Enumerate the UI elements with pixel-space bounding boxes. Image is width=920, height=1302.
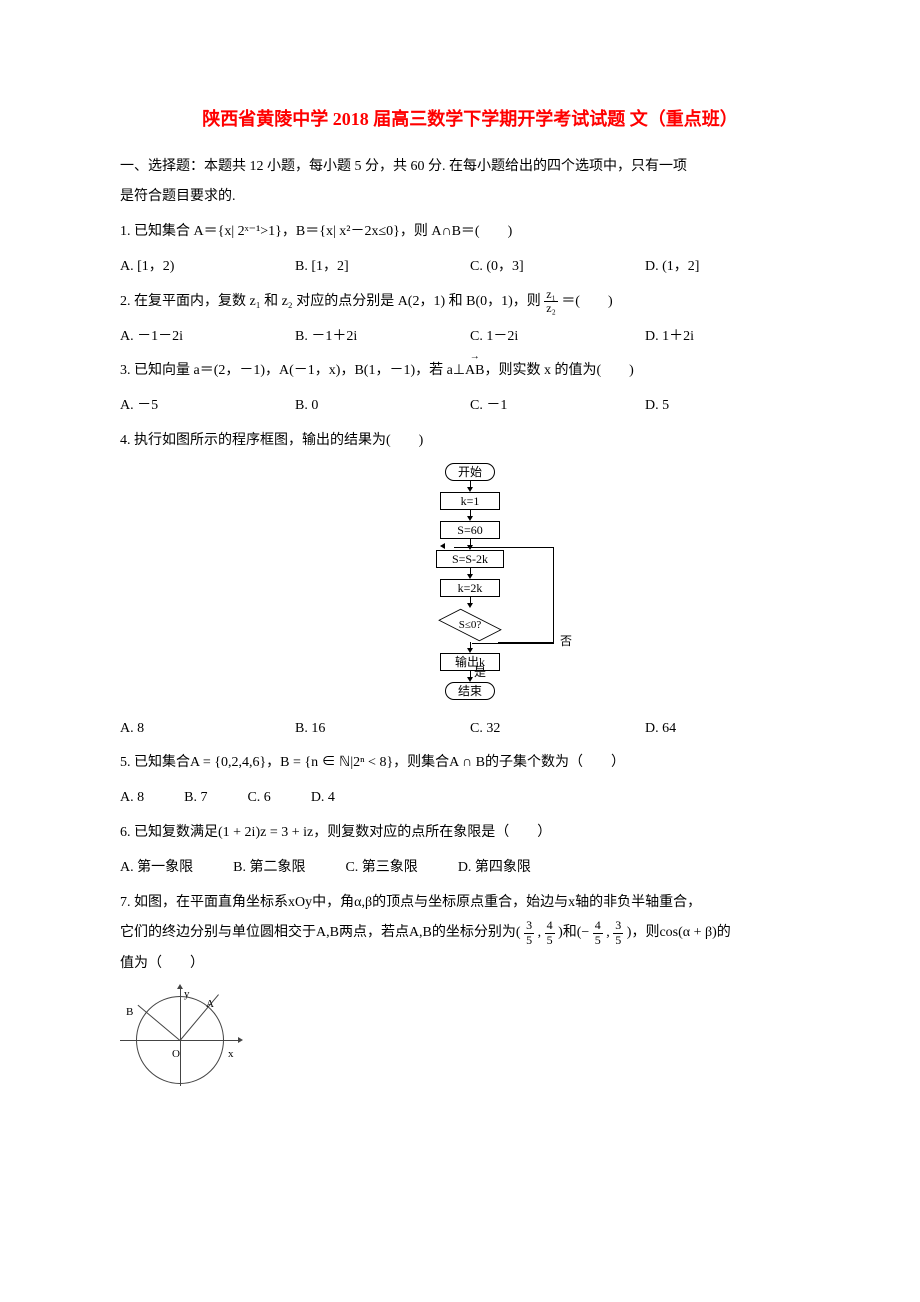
q3-post: ，则实数 x 的值为( ) xyxy=(485,363,634,378)
fig-label-x: x xyxy=(228,1042,234,1066)
q6-opt-b: B. 第二象限 xyxy=(233,853,305,884)
q7-frac1: 35 xyxy=(524,919,534,946)
q7-f1n: 3 xyxy=(524,919,534,933)
q7-line2: 它们的终边分别与单位圆相交于A,B两点，若点A,B的坐标分别为( 35 , 45… xyxy=(120,918,820,949)
flow-condition: S≤0? xyxy=(438,608,502,642)
q6-opt-d: D. 第四象限 xyxy=(458,853,531,884)
q7-f2n: 4 xyxy=(545,919,555,933)
section-instructions: 一、选择题：本题共 12 小题，每小题 5 分，共 60 分. 在每小题给出的四… xyxy=(120,152,820,214)
q7-line1: 7. 如图，在平面直角坐标系xOy中，角α,β的顶点与坐标原点重合，始边与x轴的… xyxy=(120,888,820,919)
question-2: 2. 在复平面内，复数 z₁ 和 z₂ 对应的点分别是 A(2，1) 和 B(0… xyxy=(120,287,820,318)
q7-line3: 值为（ ） xyxy=(120,949,820,980)
q6-opt-c: C. 第三象限 xyxy=(345,853,417,884)
q7-f3n: 4 xyxy=(593,919,603,933)
q3-vector-ab: AB xyxy=(465,356,484,387)
question-1: 1. 已知集合 A＝{x| 2ˣ⁻¹>1}，B＝{x| x²－2x≤0}，则 A… xyxy=(120,217,820,248)
flow-s60: S=60 xyxy=(440,521,500,539)
q3-pre: 3. 已知向量 a＝(2，－1)，A(－1，x)，B(1，－1)，若 a⊥ xyxy=(120,363,465,378)
q1-text: 1. 已知集合 A＝{x| 2ˣ⁻¹>1}，B＝{x| x²－2x≤0}，则 A… xyxy=(120,217,820,248)
flow-yes-label: 是 xyxy=(474,659,486,685)
flow-no-label: 否 xyxy=(560,628,572,654)
question-5: 5. 已知集合A = {0,2,4,6}，B = {n ∈ ℕ|2ⁿ < 8}，… xyxy=(120,748,820,779)
q7-l2-post: )，则cos(α + β)的 xyxy=(627,925,731,940)
instructions-line-2: 是符合题目要求的. xyxy=(120,189,236,204)
q7-sep1: , xyxy=(538,925,542,940)
q1-opt-a: A. [1，2) xyxy=(120,252,295,283)
q7-f4d: 5 xyxy=(613,934,623,947)
flow-start: 开始 xyxy=(445,463,495,481)
q7-f3d: 5 xyxy=(593,934,603,947)
q7-f2d: 5 xyxy=(545,934,555,947)
q7-unit-circle-figure: y x O A B xyxy=(120,986,820,1096)
q7-frac2: 45 xyxy=(545,919,555,946)
q2-opt-c: C. 1－2i xyxy=(470,322,645,353)
q2-pre: 2. 在复平面内，复数 z₁ 和 z₂ 对应的点分别是 A(2，1) 和 B(0… xyxy=(120,294,544,309)
q4-flowchart: 开始 k=1 S=60 S=S-2k k=2k S≤0? 输出k 结束 否 是 xyxy=(120,463,820,708)
page-title: 陕西省黄陵中学 2018 届高三数学下学期开学考试试题 文（重点班） xyxy=(120,100,820,140)
q1-opt-b: B. [1，2] xyxy=(295,252,470,283)
flow-end: 结束 xyxy=(445,682,495,700)
q2-opt-d: D. 1＋2i xyxy=(645,322,820,353)
q4-opt-a: A. 8 xyxy=(120,714,295,745)
instructions-line-1: 一、选择题：本题共 12 小题，每小题 5 分，共 60 分. 在每小题给出的四… xyxy=(120,159,687,174)
flow-cond-label: S≤0? xyxy=(438,608,502,642)
q7-frac3: 45 xyxy=(593,919,603,946)
q4-opt-d: D. 64 xyxy=(645,714,820,745)
q2-opt-b: B. －1＋2i xyxy=(295,322,470,353)
q5-opt-a: A. 8 xyxy=(120,783,144,814)
q7-f1d: 5 xyxy=(524,934,534,947)
fig-label-b: B xyxy=(126,1000,133,1024)
flow-output: 输出k xyxy=(440,653,500,671)
q4-text: 4. 执行如图所示的程序框图，输出的结果为( ) xyxy=(120,426,820,457)
q5-text: 5. 已知集合A = {0,2,4,6}，B = {n ∈ ℕ|2ⁿ < 8}，… xyxy=(120,748,820,779)
q1-opt-c: C. (0，3] xyxy=(470,252,645,283)
q3-options: A. －5 B. 0 C. －1 D. 5 xyxy=(120,391,820,422)
q6-text: 6. 已知复数满足(1 + 2i)z = 3 + iz，则复数对应的点所在象限是… xyxy=(120,818,820,849)
flow-k1: k=1 xyxy=(440,492,500,510)
q5-opt-b: B. 7 xyxy=(184,783,207,814)
q2-fraction: z₁ z₂ xyxy=(544,288,558,315)
q1-options: A. [1，2) B. [1，2] C. (0，3] D. (1，2] xyxy=(120,252,820,283)
fig-label-a: A xyxy=(206,992,214,1016)
q3-opt-d: D. 5 xyxy=(645,391,820,422)
q2-post: ＝( ) xyxy=(561,294,612,309)
q7-f4n: 3 xyxy=(613,919,623,933)
q4-options: A. 8 B. 16 C. 32 D. 64 xyxy=(120,714,820,745)
q7-mid: )和(− xyxy=(558,925,589,940)
q7-l2-pre: 它们的终边分别与单位圆相交于A,B两点，若点A,B的坐标分别为( xyxy=(120,925,521,940)
q7-frac4: 35 xyxy=(613,919,623,946)
q3-opt-a: A. －5 xyxy=(120,391,295,422)
q7-sep2: , xyxy=(606,925,610,940)
question-4: 4. 执行如图所示的程序框图，输出的结果为( ) xyxy=(120,426,820,457)
q2-opt-a: A. －1－2i xyxy=(120,322,295,353)
q5-opt-c: C. 6 xyxy=(247,783,270,814)
flow-s-sub: S=S-2k xyxy=(436,550,504,568)
q1-opt-d: D. (1，2] xyxy=(645,252,820,283)
question-3: 3. 已知向量 a＝(2，－1)，A(－1，x)，B(1，－1)，若 a⊥AB，… xyxy=(120,356,820,387)
fig-label-o: O xyxy=(172,1042,180,1066)
q3-opt-c: C. －1 xyxy=(470,391,645,422)
q2-frac-den: z₂ xyxy=(544,302,558,315)
question-7: 7. 如图，在平面直角坐标系xOy中，角α,β的顶点与坐标原点重合，始边与x轴的… xyxy=(120,888,820,980)
q5-opt-d: D. 4 xyxy=(311,783,335,814)
q6-options: A. 第一象限 B. 第二象限 C. 第三象限 D. 第四象限 xyxy=(120,853,820,884)
fig-label-y: y xyxy=(184,982,190,1006)
q3-opt-b: B. 0 xyxy=(295,391,470,422)
q5-options: A. 8 B. 7 C. 6 D. 4 xyxy=(120,783,820,814)
q2-frac-num: z₁ xyxy=(544,288,558,302)
question-6: 6. 已知复数满足(1 + 2i)z = 3 + iz，则复数对应的点所在象限是… xyxy=(120,818,820,849)
q4-opt-b: B. 16 xyxy=(295,714,470,745)
q6-opt-a: A. 第一象限 xyxy=(120,853,193,884)
flow-k2k: k=2k xyxy=(440,579,500,597)
q4-opt-c: C. 32 xyxy=(470,714,645,745)
